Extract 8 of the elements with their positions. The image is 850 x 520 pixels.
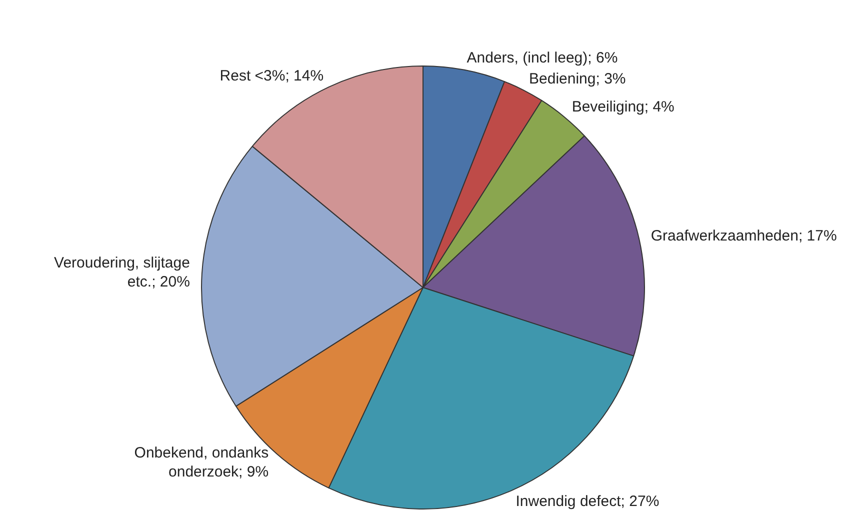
slice-label: Onbekend, ondanks onderzoek; 9% [134, 444, 269, 480]
slice-label: Inwendig defect; 27% [516, 492, 660, 510]
slice-label: Bediening; 3% [529, 70, 626, 88]
slice-label: Anders, (incl leeg); 6% [466, 49, 618, 66]
slice-label: Veroudering, slijtage etc.; 20% [54, 254, 190, 290]
slice-label: Graafwerkzaamheden; 17% [650, 228, 837, 245]
slice-label: Rest <3%; 14% [220, 67, 324, 84]
slice-label: Beveiliging; 4% [572, 98, 674, 116]
